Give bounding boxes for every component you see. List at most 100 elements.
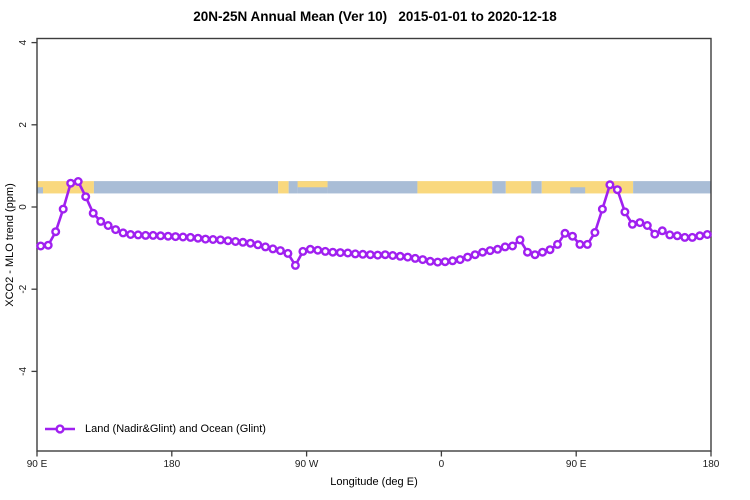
data-point bbox=[230, 236, 240, 246]
strip-segment-ocean bbox=[93, 181, 279, 194]
data-point bbox=[582, 239, 592, 249]
data-point bbox=[253, 240, 263, 250]
data-point bbox=[365, 250, 375, 260]
data-point bbox=[73, 176, 83, 186]
data-point bbox=[590, 227, 600, 237]
data-point bbox=[193, 233, 203, 243]
data-point bbox=[96, 216, 106, 226]
data-point bbox=[170, 232, 180, 242]
data-point bbox=[141, 230, 151, 240]
data-point bbox=[455, 255, 465, 265]
x-tick-label: 0 bbox=[439, 459, 445, 470]
data-point bbox=[478, 247, 488, 257]
legend-marker-icon bbox=[55, 424, 65, 434]
data-point bbox=[538, 247, 548, 257]
data-point bbox=[523, 247, 533, 257]
data-point bbox=[343, 248, 353, 258]
strip-segment-ocean bbox=[492, 181, 506, 194]
data-point bbox=[320, 246, 330, 256]
data-point bbox=[81, 192, 91, 202]
data-point bbox=[388, 250, 398, 260]
data-point bbox=[350, 249, 360, 259]
plot-border bbox=[36, 37, 712, 452]
data-point bbox=[148, 230, 158, 240]
data-point bbox=[568, 231, 578, 241]
data-point bbox=[553, 239, 563, 249]
data-point bbox=[118, 228, 128, 238]
data-point bbox=[260, 242, 270, 252]
data-point bbox=[620, 207, 630, 217]
strip-segment-land bbox=[417, 181, 493, 194]
strip-segment-ocean bbox=[531, 181, 542, 194]
strip-segment-ocean bbox=[570, 187, 586, 194]
x-tick-label: 180 bbox=[703, 459, 720, 470]
data-point bbox=[605, 180, 615, 190]
data-point bbox=[433, 257, 443, 267]
data-point bbox=[103, 220, 113, 230]
strip-segment-land bbox=[37, 181, 94, 194]
chart-title: 20N-25N Annual Mean (Ver 10) 2015-01-01 … bbox=[193, 9, 557, 24]
data-point bbox=[508, 241, 518, 251]
data-point bbox=[545, 245, 555, 255]
data-point bbox=[163, 231, 173, 241]
data-point bbox=[245, 238, 255, 248]
data-point bbox=[665, 230, 675, 240]
strip-segment-ocean bbox=[288, 181, 298, 194]
data-point bbox=[133, 230, 143, 240]
data-point bbox=[493, 244, 503, 254]
data-point bbox=[200, 234, 210, 244]
data-point bbox=[66, 178, 76, 188]
data-point bbox=[156, 231, 166, 241]
data-point bbox=[275, 246, 285, 256]
data-point bbox=[418, 255, 428, 265]
data-point bbox=[335, 248, 345, 258]
y-tick-label: 0 bbox=[18, 204, 29, 210]
data-point bbox=[223, 236, 233, 246]
x-tick-label: 90 E bbox=[566, 459, 587, 470]
data-point bbox=[695, 231, 705, 241]
data-point bbox=[111, 225, 121, 235]
legend: Land (Nadir&Glint) and Ocean (Glint) bbox=[44, 423, 266, 435]
data-point bbox=[238, 237, 248, 247]
data-point bbox=[305, 244, 315, 254]
strip-segment-ocean bbox=[327, 181, 418, 194]
data-point bbox=[178, 232, 188, 242]
legend-label: Land (Nadir&Glint) and Ocean (Glint) bbox=[85, 423, 266, 435]
data-point bbox=[58, 204, 68, 214]
data-point bbox=[410, 253, 420, 263]
data-point bbox=[313, 245, 323, 255]
data-point bbox=[463, 252, 473, 262]
data-point bbox=[403, 252, 413, 262]
data-point bbox=[88, 208, 98, 218]
data-point bbox=[395, 251, 405, 261]
y-tick-label: -2 bbox=[18, 284, 29, 293]
data-point bbox=[485, 246, 495, 256]
strip-segment-land bbox=[278, 181, 289, 194]
strip-segment-land bbox=[505, 181, 532, 194]
data-point bbox=[328, 247, 338, 257]
data-point bbox=[560, 228, 570, 238]
data-point bbox=[268, 244, 278, 254]
data-point bbox=[530, 250, 540, 260]
data-point bbox=[642, 220, 652, 230]
data-point bbox=[215, 235, 225, 245]
data-point bbox=[185, 232, 195, 242]
data-point bbox=[612, 185, 622, 195]
y-tick-label: 4 bbox=[18, 39, 29, 45]
data-point bbox=[657, 226, 667, 236]
x-tick-label: 180 bbox=[163, 459, 180, 470]
data-point bbox=[597, 204, 607, 214]
data-point bbox=[672, 231, 682, 241]
data-point bbox=[373, 250, 383, 260]
y-tick-label: -4 bbox=[18, 367, 29, 376]
data-point bbox=[575, 239, 585, 249]
data-point bbox=[380, 250, 390, 260]
data-point bbox=[298, 246, 308, 256]
data-point bbox=[470, 250, 480, 260]
data-point bbox=[51, 227, 61, 237]
data-point bbox=[500, 242, 510, 252]
data-point bbox=[702, 229, 712, 239]
data-point bbox=[635, 218, 645, 228]
